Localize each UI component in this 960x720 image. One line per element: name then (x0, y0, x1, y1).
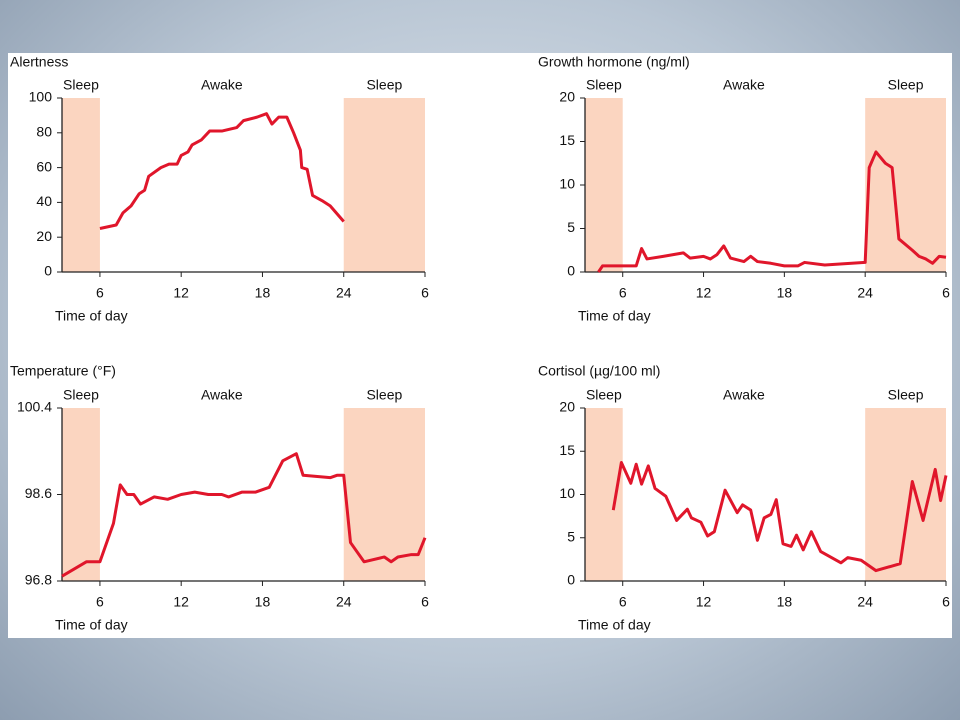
period-label: Sleep (63, 387, 99, 403)
x-tick-label: 24 (336, 594, 352, 610)
y-tick-label: 15 (559, 442, 575, 458)
x-tick-label: 12 (173, 285, 189, 301)
y-tick-label: 0 (567, 572, 575, 588)
y-tick-label: 5 (567, 219, 575, 235)
x-tick-label: 6 (942, 285, 950, 301)
sleep-band (865, 408, 946, 581)
data-line (61, 452, 427, 578)
x-tick-label: 12 (173, 594, 189, 610)
x-tick-label: 12 (696, 285, 712, 301)
period-label: Sleep (366, 387, 402, 403)
y-tick-label: 0 (567, 263, 575, 279)
y-tick-label: 80 (36, 124, 52, 140)
x-axis-title: Time of day (55, 308, 128, 324)
x-tick-label: 6 (619, 594, 627, 610)
x-axis-title: Time of day (55, 617, 128, 633)
period-label: Sleep (586, 77, 622, 93)
sleep-band (62, 408, 100, 581)
y-tick-label: 0 (44, 263, 52, 279)
x-tick-label: 6 (421, 594, 429, 610)
x-axis-title: Time of day (578, 308, 651, 324)
y-tick-label: 96.8 (25, 572, 52, 588)
x-tick-label: 24 (336, 285, 352, 301)
y-tick-label: 10 (559, 176, 575, 192)
y-tick-label: 10 (559, 485, 575, 501)
chart-title: Temperature (°F) (10, 363, 116, 379)
x-tick-label: 6 (96, 594, 104, 610)
period-label: Sleep (366, 77, 402, 93)
x-tick-label: 18 (255, 285, 271, 301)
x-tick-label: 18 (777, 594, 793, 610)
x-tick-label: 6 (619, 285, 627, 301)
y-tick-label: 40 (36, 193, 52, 209)
sleep-band (62, 98, 100, 272)
x-tick-label: 24 (857, 594, 873, 610)
x-tick-label: 24 (857, 285, 873, 301)
y-tick-label: 100 (29, 89, 53, 105)
y-tick-label: 20 (36, 228, 52, 244)
y-tick-label: 100.4 (17, 399, 52, 415)
data-line (99, 112, 345, 230)
period-label: Awake (201, 387, 243, 403)
x-tick-label: 6 (942, 594, 950, 610)
y-tick-label: 60 (36, 158, 52, 174)
period-label: Sleep (63, 77, 99, 93)
chart-title: Cortisol (µg/100 ml) (538, 363, 660, 379)
x-tick-label: 12 (696, 594, 712, 610)
sleep-band (343, 98, 425, 272)
y-tick-label: 15 (559, 132, 575, 148)
x-tick-label: 6 (96, 285, 104, 301)
chart-title: Growth hormone (ng/ml) (538, 54, 690, 70)
period-label: Awake (201, 77, 243, 93)
period-label: Sleep (888, 387, 924, 403)
period-label: Sleep (888, 77, 924, 93)
x-tick-label: 18 (777, 285, 793, 301)
x-tick-label: 18 (255, 594, 271, 610)
data-line (597, 150, 947, 273)
y-tick-label: 5 (567, 528, 575, 544)
data-line (611, 460, 948, 573)
chart-title: Alertness (10, 54, 68, 70)
y-tick-label: 20 (559, 399, 575, 415)
y-tick-label: 20 (559, 89, 575, 105)
y-tick-label: 98.6 (25, 485, 52, 501)
period-label: Awake (723, 77, 765, 93)
x-axis-title: Time of day (578, 617, 651, 633)
period-label: Awake (723, 387, 765, 403)
period-label: Sleep (586, 387, 622, 403)
x-tick-label: 6 (421, 285, 429, 301)
slide-panel (8, 53, 952, 638)
sleep-band (585, 98, 623, 272)
